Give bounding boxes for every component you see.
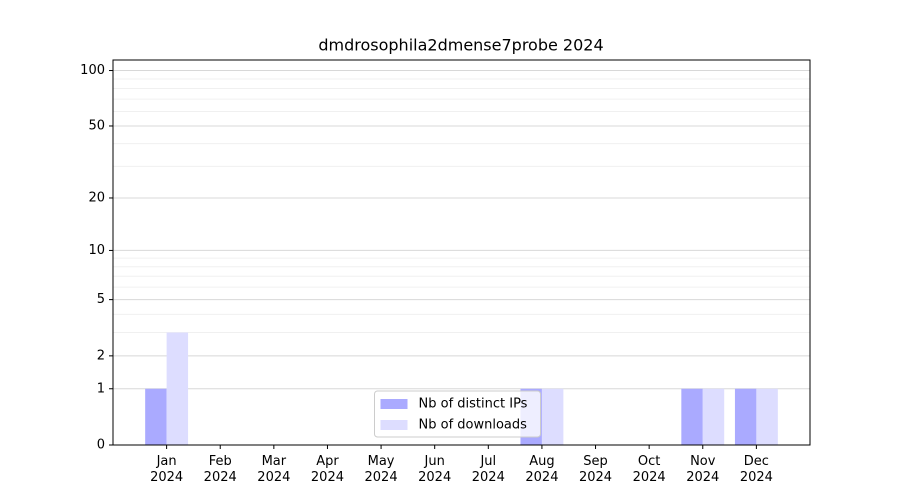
bar (734, 388, 757, 445)
y-tick-label: 100 (80, 63, 105, 78)
bar (702, 388, 725, 445)
plot-frame (112, 59, 811, 446)
x-tick-label: Dec 2024 (740, 454, 773, 485)
bar (145, 388, 167, 445)
x-tick-label: Mar 2024 (257, 454, 290, 485)
legend-label: Nb of downloads (419, 418, 528, 433)
y-tick-label: 20 (88, 190, 105, 205)
x-tick-label: Jun 2024 (418, 454, 451, 485)
y-tick-label: 10 (88, 243, 105, 258)
x-tick-label: Sep 2024 (579, 454, 612, 485)
x-tick-label: Jul 2024 (472, 454, 505, 485)
bar (681, 388, 703, 445)
bar (756, 388, 778, 445)
bar (166, 332, 189, 445)
x-tick-label: Apr 2024 (311, 454, 344, 485)
chart-title: dmdrosophila2dmense7probe 2024 (318, 36, 603, 55)
legend-box (374, 390, 541, 438)
legend-label: Nb of distinct IPs (419, 397, 528, 412)
x-tick-label: Jan 2024 (150, 454, 183, 485)
y-tick-label: 50 (88, 118, 105, 133)
bar (541, 388, 564, 445)
x-tick-label: Aug 2024 (525, 454, 558, 485)
x-tick-label: Nov 2024 (686, 454, 719, 485)
y-tick-label: 2 (97, 348, 105, 363)
y-tick-label: 5 (97, 292, 105, 307)
x-tick-label: Feb 2024 (204, 454, 237, 485)
x-tick-label: May 2024 (365, 454, 398, 485)
y-tick-label: 1 (97, 381, 105, 396)
legend-swatch (380, 399, 408, 409)
legend-swatch (380, 420, 408, 430)
y-tick-label: 0 (97, 438, 105, 453)
x-tick-label: Oct 2024 (633, 454, 666, 485)
